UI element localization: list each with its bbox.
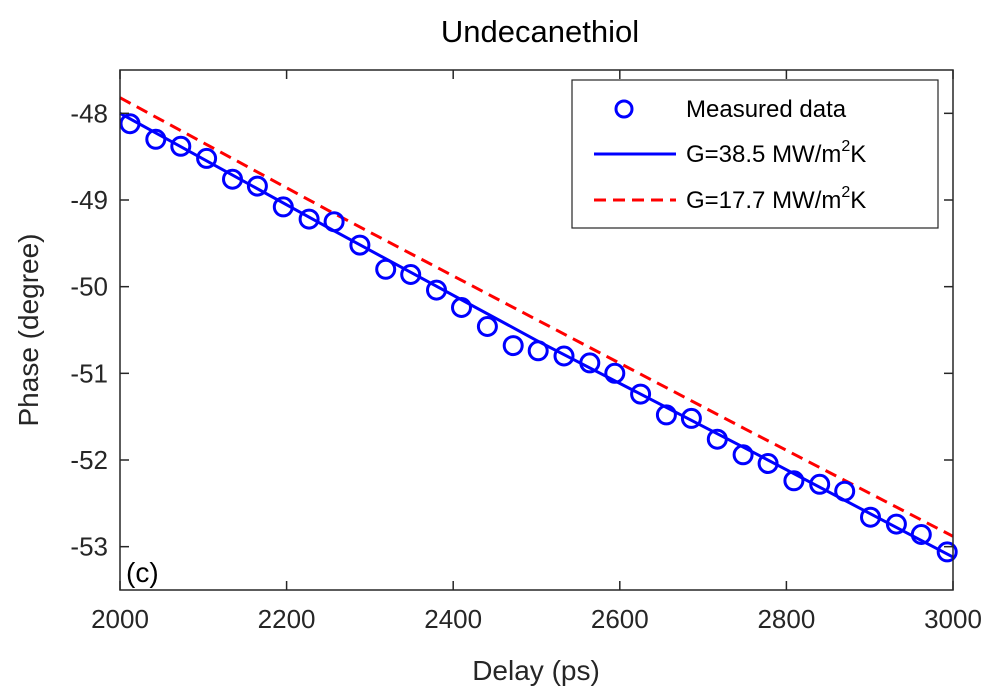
- series-line-g-17-7: [119, 96, 954, 538]
- series-line-g-38-5: [119, 111, 954, 559]
- x-tick-label: 2800: [757, 604, 815, 634]
- data-point-measured: [732, 444, 754, 466]
- data-point-measured: [579, 352, 601, 374]
- data-point-measured: [298, 208, 320, 230]
- y-tick-label: -49: [70, 185, 108, 215]
- panel-label: (c): [126, 557, 159, 588]
- x-tick-label: 2400: [424, 604, 482, 634]
- data-point-measured: [323, 211, 345, 233]
- legend-label-compare-sup: 2: [841, 184, 850, 201]
- data-point-measured: [349, 234, 371, 256]
- legend-marker-measured: [614, 99, 634, 119]
- series-layer: [119, 96, 958, 563]
- legend-label-fit-sup: 2: [841, 138, 850, 155]
- legend-label-compare-prefix: G=17.7 MW/m: [686, 187, 841, 214]
- data-point-measured: [604, 362, 626, 384]
- data-point-measured: [196, 147, 218, 169]
- y-tick-label: -53: [70, 532, 108, 562]
- data-point-measured: [527, 340, 549, 362]
- data-point-measured: [860, 506, 881, 528]
- data-point-measured: [910, 524, 932, 545]
- data-point-measured: [170, 135, 192, 157]
- data-point-measured: [272, 196, 294, 218]
- chart-title: Undecanethiol: [441, 14, 639, 49]
- legend-label-fit: G=38.5 MW/m2K: [686, 138, 866, 168]
- data-point-measured: [630, 383, 652, 405]
- data-point-measured: [680, 407, 702, 429]
- y-axis-label: Phase (degree): [13, 233, 44, 426]
- data-point-measured: [783, 470, 805, 492]
- data-point-measured: [502, 335, 524, 357]
- legend-label-fit-suffix: K: [850, 141, 866, 168]
- data-point-measured: [834, 480, 856, 502]
- y-tick-label: -50: [70, 272, 108, 302]
- data-point-measured: [119, 113, 141, 135]
- data-point-measured: [451, 297, 472, 318]
- data-point-measured: [246, 175, 268, 197]
- data-point-measured: [706, 428, 728, 450]
- data-point-measured: [553, 345, 575, 367]
- data-point-measured: [476, 316, 498, 337]
- data-point-measured: [885, 513, 907, 535]
- legend-label-fit-prefix: G=38.5 MW/m: [686, 141, 841, 168]
- legend: Measured data G=38.5 MW/m2K G=17.7 MW/m2…: [571, 79, 939, 229]
- x-axis-label: Delay (ps): [472, 655, 600, 686]
- x-tick-label: 2000: [91, 604, 149, 634]
- legend-label-compare: G=17.7 MW/m2K: [686, 184, 866, 214]
- data-point-measured: [375, 258, 397, 280]
- plot-frame: [119, 69, 954, 591]
- y-tick-label: -51: [70, 358, 108, 388]
- data-point-measured: [757, 453, 779, 474]
- legend-label-compare-suffix: K: [850, 187, 866, 214]
- data-point-measured: [145, 128, 167, 150]
- data-point-measured: [655, 404, 677, 426]
- ticks-layer: [119, 70, 954, 590]
- x-tick-label: 2200: [258, 604, 316, 634]
- y-tick-label: -52: [70, 445, 108, 475]
- y-tick-labels: -48 -49 -50 -51 -52 -53: [70, 98, 108, 561]
- x-tick-labels: 2000 2200 2400 2600 2800 3000: [91, 604, 982, 634]
- y-tick-label: -48: [70, 98, 108, 128]
- data-point-measured: [936, 541, 958, 563]
- legend-label-measured: Measured data: [686, 96, 847, 123]
- x-tick-label: 2600: [591, 604, 649, 634]
- x-tick-label: 3000: [924, 604, 982, 634]
- data-point-measured: [222, 168, 243, 190]
- data-point-measured: [809, 473, 831, 495]
- data-point-measured: [426, 279, 447, 301]
- data-point-measured: [400, 264, 422, 285]
